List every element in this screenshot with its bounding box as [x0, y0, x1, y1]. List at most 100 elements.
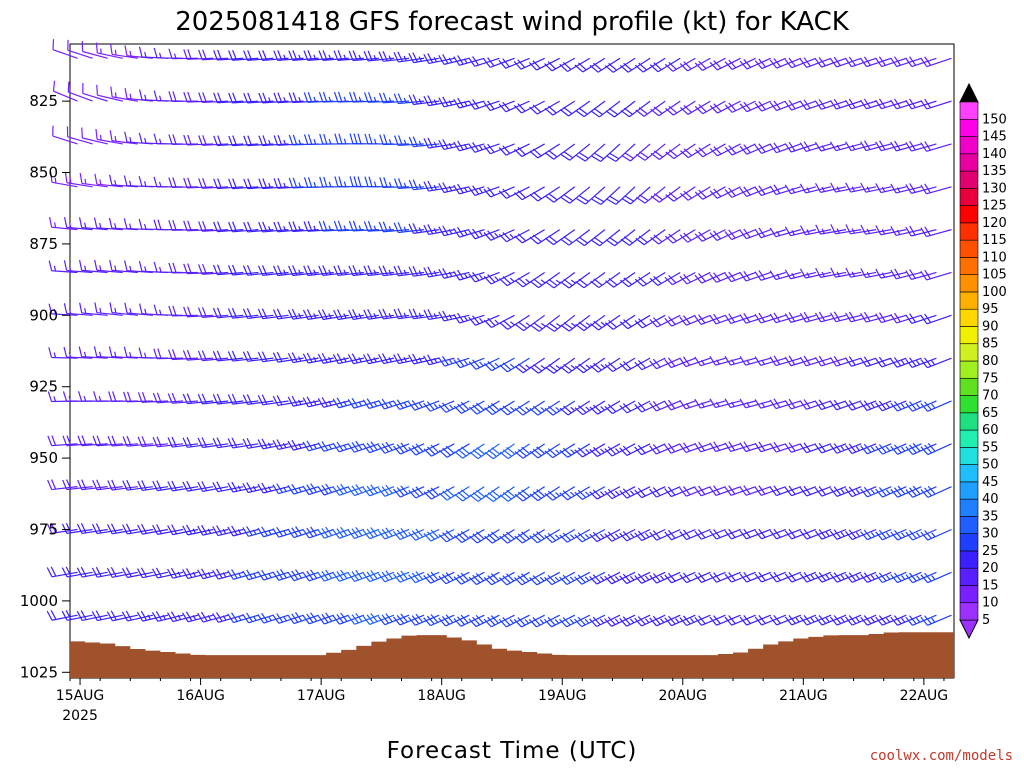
wind-barb — [213, 135, 244, 147]
wind-barb — [66, 126, 93, 145]
wind-barb — [920, 56, 952, 68]
wind-barb — [829, 443, 862, 454]
colorbar-label: 145 — [982, 130, 1007, 145]
wind-barb — [82, 83, 108, 102]
colorbar-swatch — [959, 412, 979, 431]
wind-barb — [48, 216, 78, 231]
wind-barb — [137, 523, 169, 535]
wind-barb — [197, 350, 229, 362]
wind-barb — [124, 260, 153, 274]
wind-barb — [830, 267, 862, 278]
wind-barb — [544, 400, 576, 416]
wind-barb — [61, 610, 93, 621]
wind-barb — [483, 314, 515, 329]
wind-barb — [124, 302, 153, 316]
wind-barb — [257, 351, 289, 363]
wind-barb — [168, 220, 199, 231]
wind-barb — [468, 185, 500, 197]
wind-barb — [498, 100, 530, 113]
colorbar-swatch — [959, 308, 979, 327]
wind-barb — [484, 400, 515, 416]
colorbar-swatch — [959, 395, 979, 414]
wind-barb — [619, 357, 651, 372]
wind-barb — [679, 614, 711, 627]
wind-barb — [875, 400, 907, 412]
wind-barb — [664, 528, 696, 541]
wind-barb — [920, 442, 952, 456]
wind-barb — [694, 614, 726, 626]
wind-barb — [122, 523, 153, 535]
y-tick-label: 825 — [29, 92, 58, 110]
wind-barb — [468, 228, 500, 240]
y-tick-label: 900 — [29, 306, 58, 324]
wind-barb — [96, 84, 123, 102]
wind-barb — [694, 143, 726, 158]
colorbar-swatch — [959, 136, 979, 155]
colorbar: 5 10 15 20 25 30 35 40 45 50 55 60 65 70 75 80 85 90 95 100… — [959, 82, 1007, 640]
colorbar-label: 150 — [982, 112, 1007, 127]
colorbar-label: 80 — [982, 354, 999, 369]
wind-barb — [649, 57, 681, 73]
wind-barb — [94, 259, 123, 274]
wind-barb — [560, 186, 591, 204]
wind-barb — [890, 485, 922, 498]
wind-barb — [784, 528, 817, 540]
wind-barb — [198, 92, 229, 104]
wind-barb — [122, 435, 153, 447]
colorbar-label: 125 — [982, 199, 1007, 214]
wind-barb — [348, 91, 379, 103]
wind-barb — [635, 100, 666, 117]
wind-barb — [258, 135, 289, 147]
wind-barb — [694, 229, 726, 242]
y-tick-label: 850 — [29, 164, 58, 182]
wind-barb — [799, 485, 832, 497]
wind-barb — [303, 50, 334, 61]
wind-barb — [650, 143, 681, 160]
wind-barb — [875, 486, 907, 498]
wind-barb — [575, 271, 606, 289]
wind-barb — [183, 91, 214, 103]
wind-barb — [860, 268, 892, 279]
wind-barb — [665, 186, 696, 202]
wind-barb — [152, 392, 184, 404]
wind-barb — [650, 100, 681, 117]
colorbar-swatch — [959, 585, 979, 604]
wind-barb — [544, 443, 576, 459]
wind-barb — [197, 481, 229, 492]
wind-barb — [620, 271, 651, 288]
wind-barb — [91, 566, 123, 578]
colorbar-swatch — [959, 498, 979, 517]
wind-barb — [769, 227, 801, 238]
wind-barb — [92, 435, 123, 447]
wind-barb — [453, 226, 485, 238]
wind-barb — [619, 443, 651, 456]
colorbar-swatch — [959, 516, 979, 534]
wind-barb — [483, 271, 515, 285]
wind-barb — [559, 57, 591, 72]
colorbar-swatch — [959, 464, 979, 483]
wind-barb — [438, 443, 470, 458]
wind-barb — [363, 308, 395, 320]
wind-barb — [558, 614, 591, 628]
wind-barb — [393, 485, 425, 498]
wind-barb — [890, 400, 922, 412]
wind-barb — [499, 443, 530, 460]
wind-barb — [167, 436, 199, 448]
wind-barb — [679, 229, 711, 243]
credit-text: coolwx.com/models — [870, 748, 1013, 764]
wind-barb — [829, 528, 862, 540]
wind-barb — [890, 443, 922, 455]
colorbar-swatch — [959, 550, 979, 569]
colorbar-label: 25 — [982, 544, 999, 559]
wind-barb — [213, 92, 244, 104]
wind-barb — [79, 302, 108, 316]
wind-barb — [814, 571, 847, 583]
wind-barb — [890, 614, 922, 626]
wind-barb — [514, 486, 545, 502]
wind-barb — [243, 50, 274, 61]
wind-barb — [679, 528, 711, 541]
wind-barb — [514, 528, 545, 544]
wind-barb — [109, 130, 138, 145]
wind-barb — [739, 571, 771, 583]
wind-barb — [183, 49, 214, 60]
